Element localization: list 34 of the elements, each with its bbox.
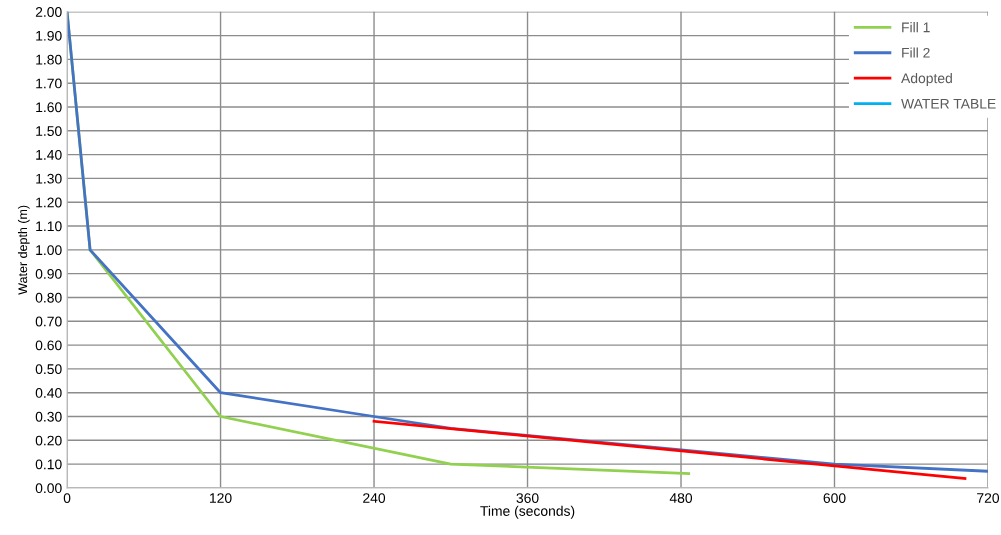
y-tick-label: 0.30 — [35, 411, 62, 422]
y-tick-label: 0.40 — [35, 388, 62, 398]
y-tick-label: 0.10 — [35, 459, 62, 470]
y-tick-label: 0.00 — [35, 483, 62, 494]
y-tick-label: 0.50 — [35, 364, 62, 375]
legend-label: WATER TABLE — [901, 98, 996, 109]
y-tick-label: 1.40 — [36, 149, 62, 160]
y-tick-label: 0.80 — [35, 292, 62, 303]
x-tick-label: 720 — [977, 493, 1000, 503]
legend-label: Fill 1 — [902, 22, 930, 33]
x-tick-label: 0 — [63, 493, 71, 503]
legend-label: Fill 2 — [902, 47, 930, 58]
y-tick-label: 1.80 — [36, 54, 62, 65]
y-tick-label: 0.60 — [35, 340, 62, 351]
y-tick-label: 1.50 — [36, 126, 62, 136]
y-tick-label: 1.60 — [36, 102, 62, 113]
y-tick-label: 1.30 — [36, 173, 62, 184]
y-tick-label: 0.90 — [35, 268, 62, 279]
x-tick-label: 360 — [516, 493, 539, 503]
legend-label: Adopted — [901, 72, 952, 86]
x-tick-label: 240 — [363, 493, 386, 503]
y-axis-title: Water depth (m) — [17, 205, 30, 295]
x-tick-label: 600 — [823, 493, 846, 503]
y-tick-label: 1.70 — [36, 78, 62, 89]
y-tick-label: 1.20 — [36, 197, 62, 208]
y-tick-label: 1.10 — [36, 221, 62, 232]
x-axis-title: Time (seconds) — [480, 505, 575, 519]
y-tick-label: 2.00 — [35, 7, 62, 17]
x-tick-label: 120 — [210, 493, 232, 503]
y-tick-label: 0.70 — [35, 316, 62, 327]
y-tick-label: 1.90 — [36, 30, 62, 41]
y-tick-label: 0.20 — [35, 435, 62, 446]
x-tick-label: 480 — [669, 493, 693, 503]
y-tick-label: 1.00 — [36, 245, 62, 256]
